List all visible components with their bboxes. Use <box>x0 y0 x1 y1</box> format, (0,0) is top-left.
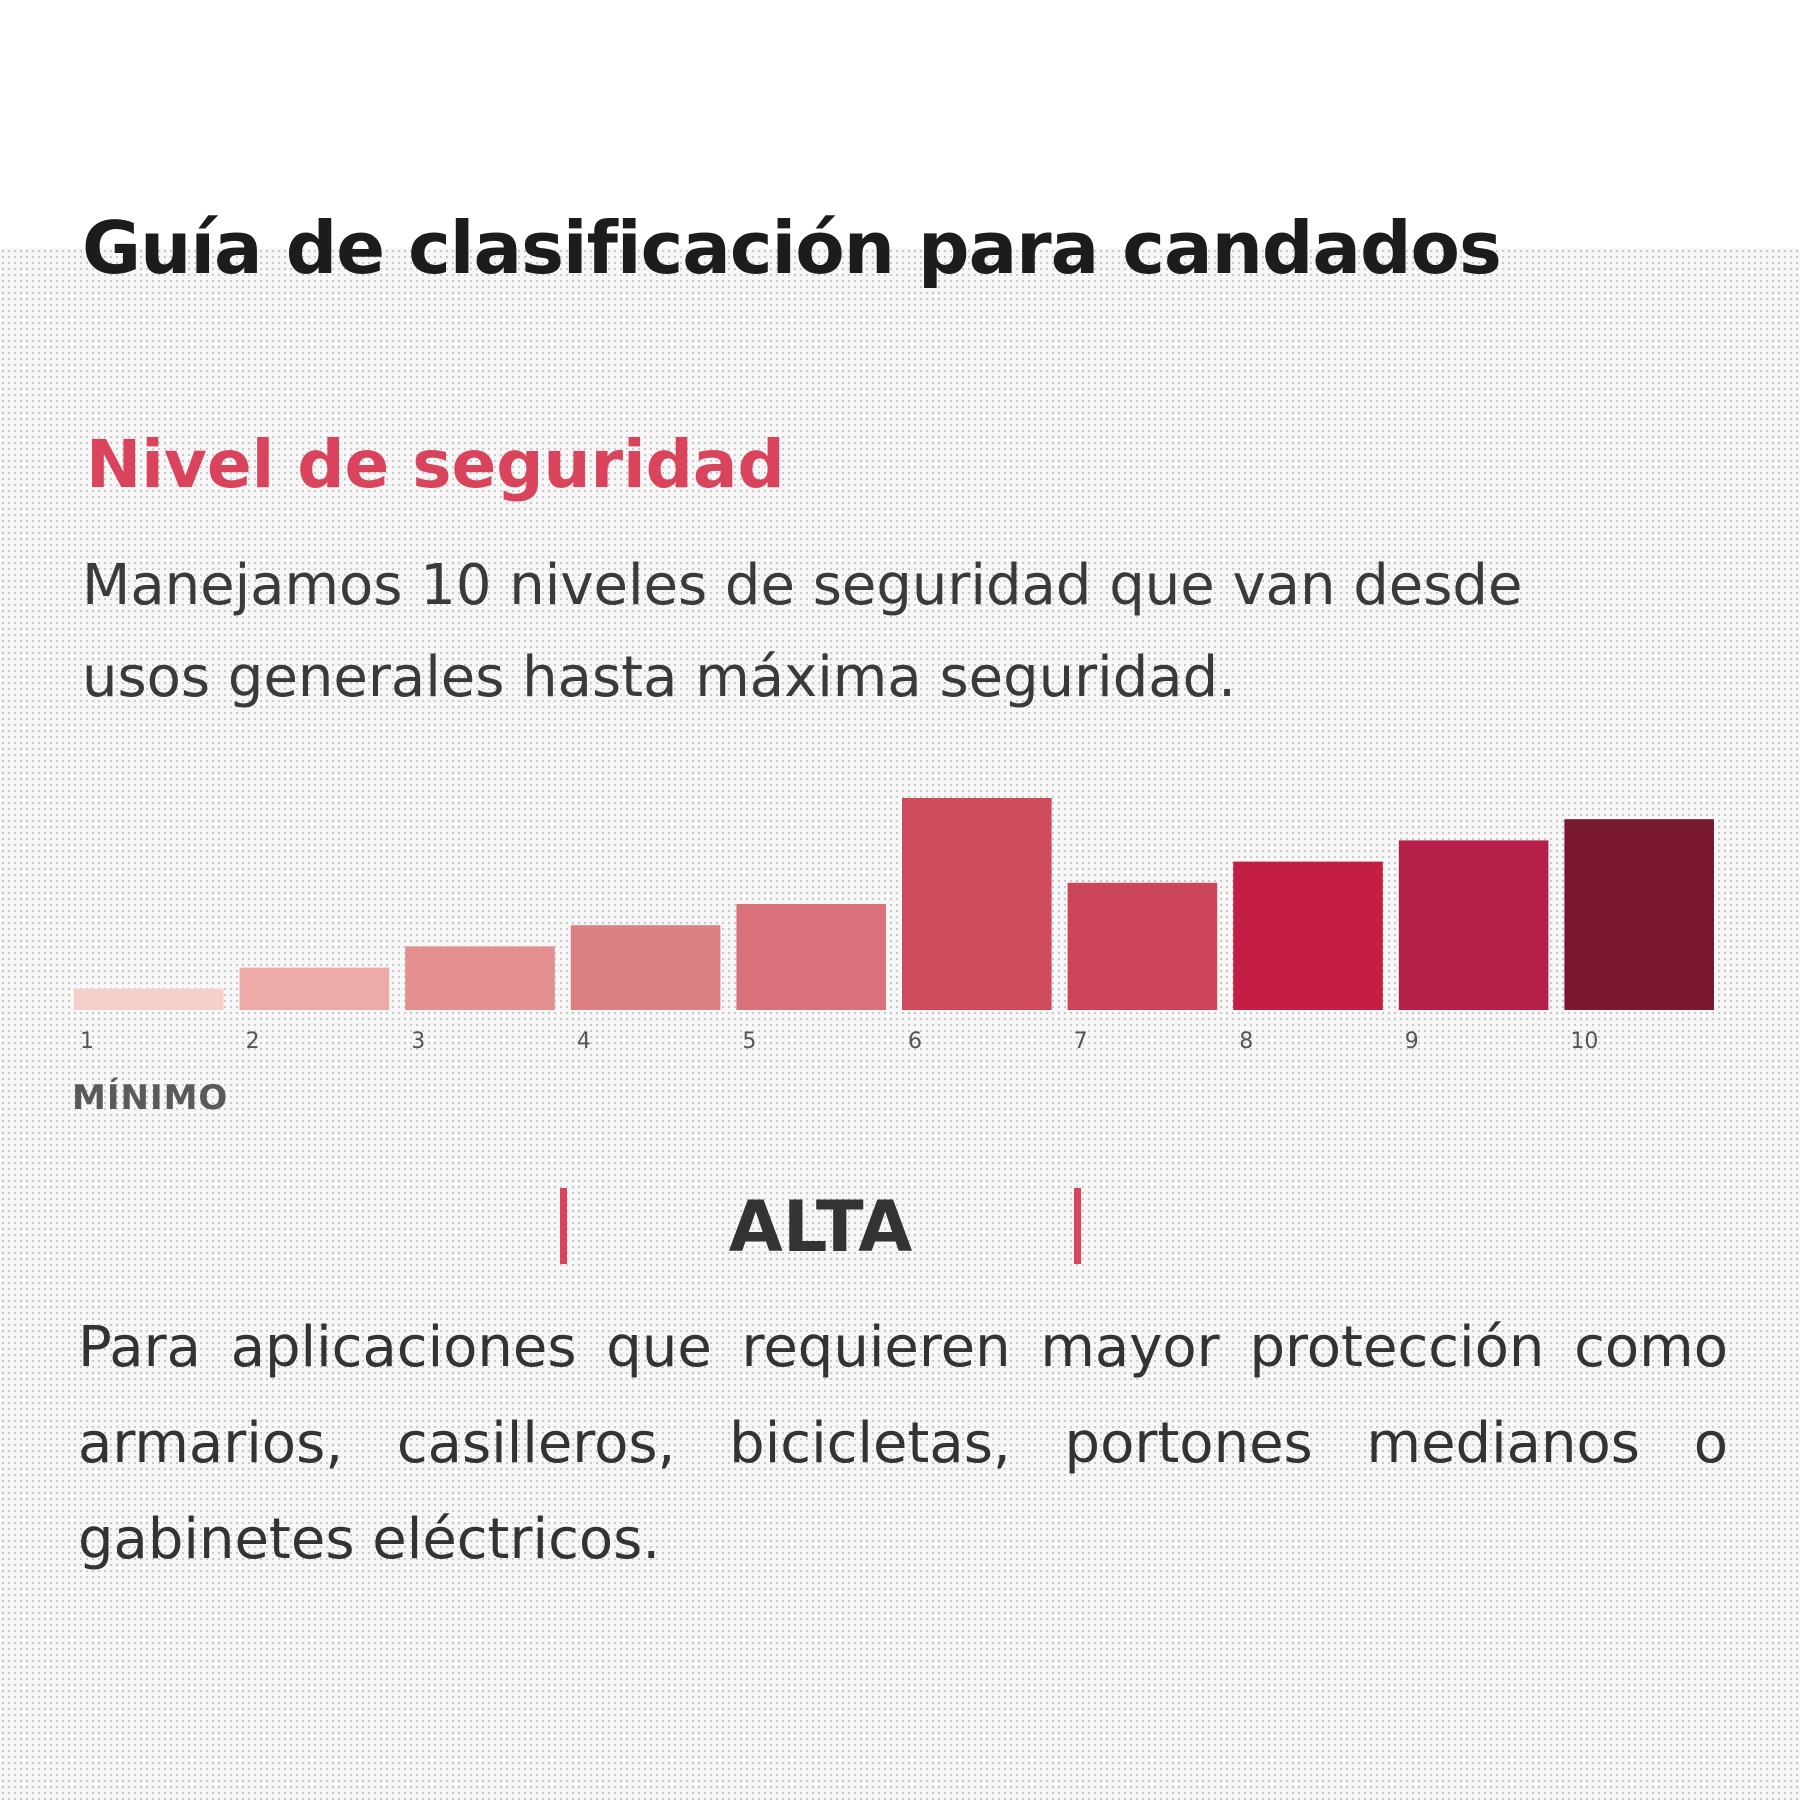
bar-level-8 <box>1233 861 1383 1010</box>
section-title: Nivel de seguridad <box>86 426 785 503</box>
tick-label-8: 8 <box>1239 1029 1253 1054</box>
level-description: Para aplicaciones que requieren mayor pr… <box>78 1315 1728 1572</box>
bar-level-3 <box>405 946 555 1010</box>
security-level-chart: 1 2 3 4 5 6 7 8 9 10 <box>74 798 1714 1054</box>
tick-label-9: 9 <box>1405 1029 1419 1054</box>
tick-label-7: 7 <box>1074 1029 1088 1054</box>
bar-level-4 <box>570 925 721 1010</box>
tick-label-10: 10 <box>1570 1029 1598 1054</box>
minimum-label: MÍNIMO <box>72 1078 229 1118</box>
range-marker-right <box>1074 1188 1081 1264</box>
tick-label-1: 1 <box>80 1029 94 1054</box>
bar-level-7 <box>1067 882 1218 1010</box>
intro-text: Manejamos 10 niveles de seguridad que va… <box>82 553 1523 710</box>
background-panel <box>0 248 1800 1800</box>
bar-level-2 <box>239 967 390 1010</box>
tick-label-2: 2 <box>246 1029 260 1054</box>
bar-level-5 <box>736 904 886 1010</box>
tick-label-4: 4 <box>577 1029 591 1054</box>
page-title: Guía de clasificación para candados <box>82 206 1502 290</box>
tick-label-3: 3 <box>411 1029 425 1054</box>
tick-label-5: 5 <box>742 1029 756 1054</box>
range-marker-left <box>560 1188 567 1264</box>
bar-level-1 <box>74 988 224 1010</box>
tick-label-6: 6 <box>908 1029 922 1054</box>
range-label: ALTA <box>728 1186 913 1268</box>
bar-level-10 <box>1564 819 1714 1010</box>
bar-level-6 <box>902 798 1052 1010</box>
bar-level-9 <box>1398 840 1549 1010</box>
